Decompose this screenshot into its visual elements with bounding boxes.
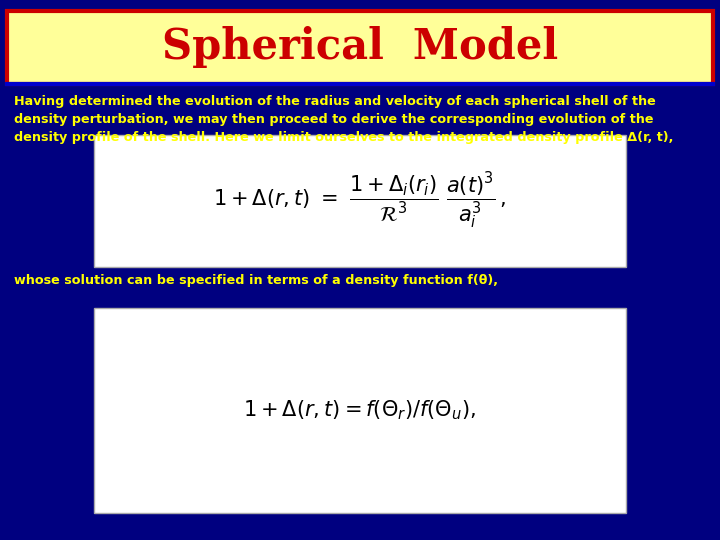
FancyBboxPatch shape <box>94 308 626 513</box>
Text: Having determined the evolution of the radius and velocity of each spherical she: Having determined the evolution of the r… <box>14 94 674 145</box>
FancyBboxPatch shape <box>94 135 626 267</box>
Text: whose solution can be specified in terms of a density function f(θ),: whose solution can be specified in terms… <box>14 274 498 287</box>
Text: $1 + \Delta(r, t) = f(\Theta_r)/f(\Theta_u),$: $1 + \Delta(r, t) = f(\Theta_r)/f(\Theta… <box>243 399 477 422</box>
FancyBboxPatch shape <box>7 11 713 84</box>
Text: $1 + \Delta(r, t) \ = \ \dfrac{1 + \Delta_i(r_i)}{\mathcal{R}^3} \ \dfrac{a(t)^3: $1 + \Delta(r, t) \ = \ \dfrac{1 + \Delt… <box>213 171 507 231</box>
Text: Spherical  Model: Spherical Model <box>162 26 558 68</box>
